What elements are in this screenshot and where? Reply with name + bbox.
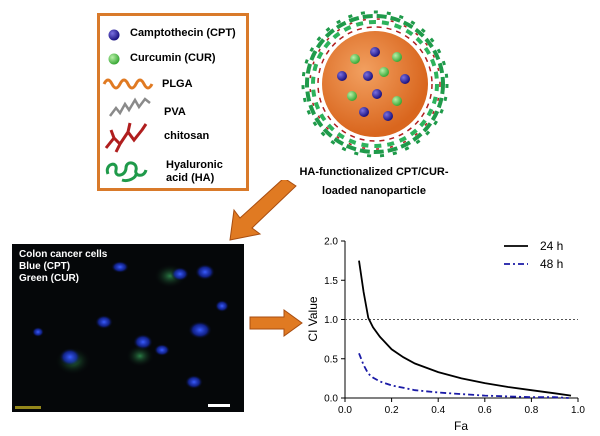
y-tick-label: 0.5 [324, 354, 338, 365]
pva-squiggle-icon [109, 97, 151, 117]
plga-core [322, 31, 428, 137]
scale-bar [208, 404, 230, 407]
microscopy-label-line3: Green (CUR) [19, 273, 80, 284]
microscopy-label-line2: Blue (CPT) [19, 261, 71, 272]
arrow-to-chart [249, 309, 303, 337]
legend-box: Camptothecin (CPT) Curcumin (CUR) PLGA P… [97, 13, 249, 191]
nanoparticle-illustration [301, 10, 449, 158]
chart-legend: 24 h 48 h [504, 239, 563, 271]
legend-label-ha-line2: acid (HA) [166, 172, 215, 184]
chart-series [358, 260, 572, 399]
drug-particles [337, 47, 410, 121]
cpt-sphere-icon [108, 29, 120, 41]
legend-label-plga: PLGA [162, 78, 193, 90]
x-tick-label: 0.8 [524, 405, 538, 416]
cell-fluorescence [15, 261, 230, 409]
plga-wave-icon [102, 78, 154, 90]
y-tick-label: 2.0 [324, 237, 338, 248]
legend-label-cpt: Camptothecin (CPT) [130, 27, 236, 39]
ha-coil-icon [105, 161, 148, 182]
instrument-stamp [15, 406, 41, 409]
series-line-0 [358, 260, 572, 397]
chitosan-branch-icon [104, 122, 148, 153]
microscopy-image: Colon cancer cells Blue (CPT) Green (CUR… [12, 244, 244, 412]
legend-label-cur: Curcumin (CUR) [130, 52, 216, 64]
cur-sphere-icon [108, 53, 120, 65]
legend-label-pva: PVA [164, 106, 186, 118]
y-axis-label: CI Value [306, 296, 320, 341]
x-tick-label: 1.0 [571, 405, 585, 416]
nanoparticle-caption: HA-functionalized CPT/CUR- loaded nanopa… [294, 163, 454, 201]
legend-icons [102, 29, 154, 182]
y-tick-label: 1.0 [324, 315, 338, 326]
nanoparticle-caption-line1: HA-functionalized CPT/CUR- [299, 166, 449, 178]
legend-label-0: 24 h [540, 239, 563, 253]
microscopy-label-line1: Colon cancer cells [19, 249, 108, 260]
chitosan-shell [309, 18, 441, 150]
y-tick-label: 0.0 [324, 394, 338, 405]
x-tick-label: 0.0 [338, 405, 352, 416]
x-tick-label: 0.6 [478, 405, 492, 416]
x-axis-label: Fa [454, 419, 468, 433]
legend-label-ha-line1: Hyaluronic [166, 159, 223, 171]
nanoparticle-caption-line2: loaded nanoparticle [322, 185, 426, 197]
series-line-1 [358, 352, 569, 399]
arrow-to-microscopy [229, 180, 297, 241]
y-tick-label: 1.5 [324, 276, 338, 287]
legend-label-1: 48 h [540, 257, 563, 271]
ha-shell [301, 10, 449, 158]
x-tick-label: 0.2 [385, 405, 399, 416]
legend-label-chitosan: chitosan [164, 130, 210, 142]
x-tick-label: 0.4 [431, 405, 445, 416]
ci-chart: 0.0 0.2 0.4 0.6 0.8 1.0 0.0 0.5 1.0 1.5 2.0 24 h 48… [306, 237, 585, 434]
